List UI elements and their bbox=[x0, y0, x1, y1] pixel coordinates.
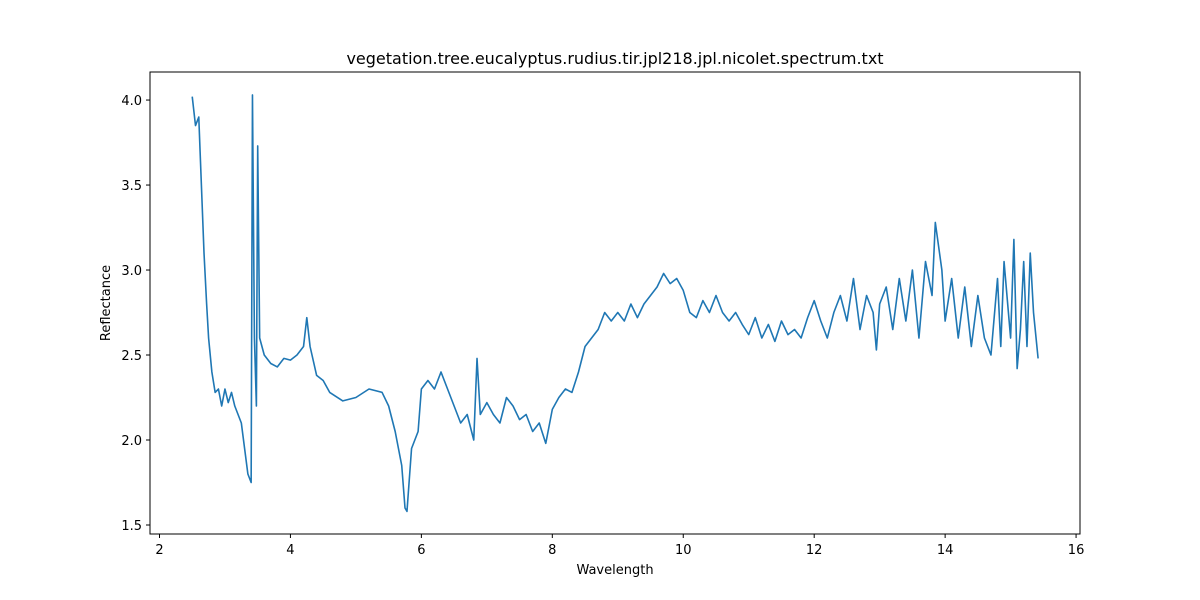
plot-frame bbox=[149, 71, 1081, 535]
data-line bbox=[191, 94, 1039, 513]
x-tick-label: 10 bbox=[675, 543, 692, 558]
x-tick-label: 2 bbox=[155, 543, 163, 558]
y-axis-label: Reflectance bbox=[99, 265, 114, 341]
x-tick-label: 8 bbox=[548, 543, 556, 558]
chart-title: vegetation.tree.eucalyptus.rudius.tir.jp… bbox=[346, 49, 883, 68]
x-tick-label: 14 bbox=[937, 543, 954, 558]
x-tick-label: 16 bbox=[1068, 543, 1085, 558]
y-tick-label: 3.0 bbox=[121, 264, 142, 279]
x-axis-label: Wavelength bbox=[576, 563, 653, 578]
y-tick-label: 1.5 bbox=[121, 519, 142, 534]
y-tick-label: 2.0 bbox=[121, 434, 142, 449]
y-tick-label: 3.5 bbox=[121, 179, 142, 194]
x-tick-label: 6 bbox=[417, 543, 425, 558]
y-tick-label: 4.0 bbox=[121, 94, 142, 109]
y-tick-label: 2.5 bbox=[121, 349, 142, 364]
x-tick-label: 4 bbox=[286, 543, 294, 558]
x-tick-label: 12 bbox=[806, 543, 823, 558]
